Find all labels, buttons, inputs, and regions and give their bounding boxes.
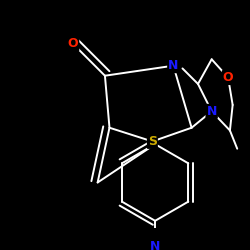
Text: S: S [148, 135, 157, 148]
Text: N: N [150, 240, 160, 250]
Text: O: O [223, 71, 234, 84]
Text: N: N [168, 59, 178, 72]
Text: N: N [206, 105, 217, 118]
Text: O: O [68, 37, 78, 50]
